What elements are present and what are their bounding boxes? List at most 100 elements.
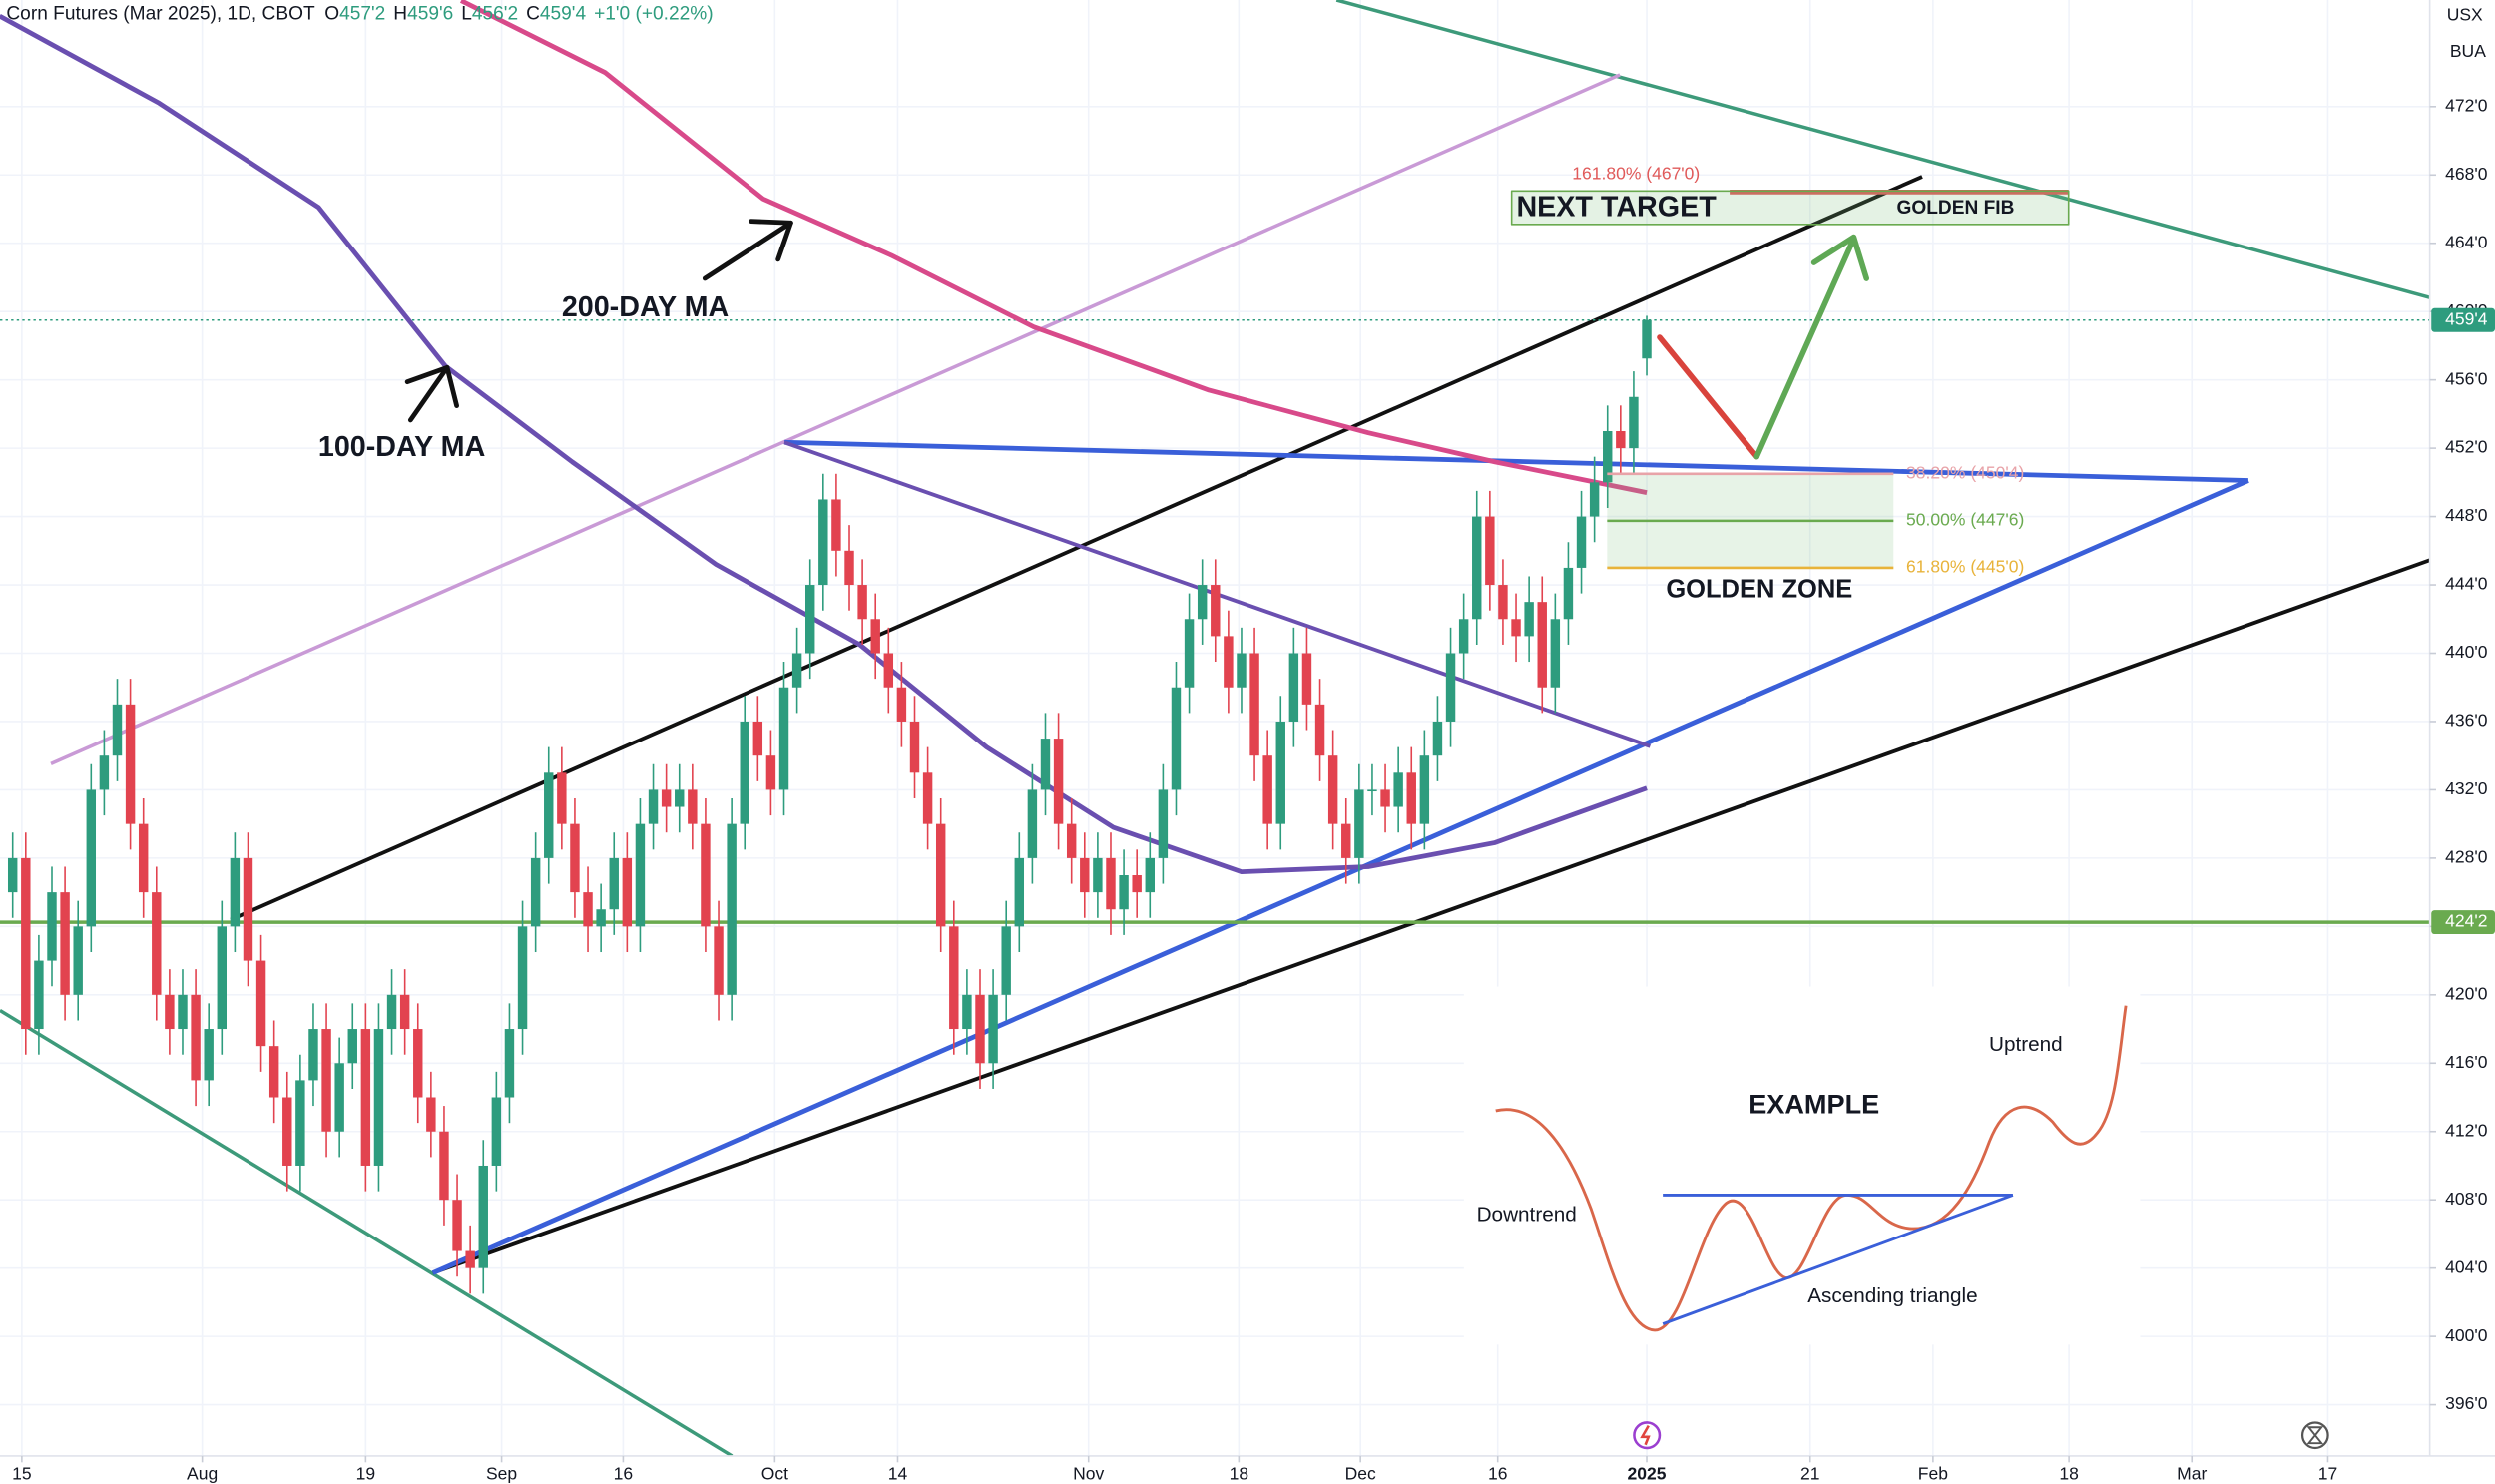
axes: 396'0400'0404'0408'0412'0416'0420'0424'0… (12, 95, 2495, 1484)
trend-line (1335, 0, 2430, 299)
readout-text: 457'2 (339, 3, 385, 24)
candle-body (178, 994, 188, 1030)
candle-body (975, 994, 985, 1064)
candle-body (386, 994, 397, 1030)
price-lines (0, 318, 2430, 924)
annotation: GOLDEN ZONE (1666, 575, 1852, 603)
readout-text: 456'2 (472, 3, 518, 24)
candle-body (949, 926, 959, 1030)
candle-body (1197, 585, 1208, 620)
candle-body (1327, 755, 1338, 824)
candle-body (34, 960, 44, 1030)
candle-body (1498, 585, 1508, 620)
candle-body (791, 653, 802, 688)
y-tick-label: 456'0 (2445, 368, 2488, 388)
header: Corn Futures (Mar 2025), 1D, CBOT O457'2 H… (6, 3, 2486, 61)
candle-body (138, 823, 149, 893)
arrow-head (404, 364, 459, 408)
candle-body (360, 1029, 371, 1166)
x-tick-label: 18 (2059, 1464, 2078, 1484)
candle-body (465, 1250, 475, 1268)
x-tick-label: 17 (2318, 1464, 2337, 1484)
candle-body (1432, 721, 1443, 756)
x-tick-label: 15 (12, 1464, 31, 1484)
candle-body (478, 1165, 488, 1268)
readout-text: 459'4 (540, 3, 587, 24)
candle-body (7, 857, 18, 893)
example-inset: EXAMPLE Uptrend Downtrend Ascending tria… (1463, 986, 2141, 1345)
candle-body (217, 926, 227, 1030)
x-tick-label: 19 (356, 1464, 375, 1484)
candle-body (1314, 704, 1325, 756)
candle-body (1550, 619, 1561, 688)
candle-body (1616, 430, 1626, 449)
candle-body (86, 789, 97, 927)
candle-body (622, 857, 633, 927)
readout-label: C (526, 3, 540, 24)
candle-body (1262, 755, 1272, 824)
candle-body (230, 857, 241, 927)
candle-body (896, 687, 907, 722)
candle-body (922, 772, 933, 824)
candle-body (282, 1097, 292, 1166)
candle-body (1380, 789, 1390, 807)
candle-body (373, 1029, 384, 1166)
candle-body (1106, 857, 1116, 910)
candle-body (883, 653, 894, 688)
candle-body (1171, 687, 1182, 790)
candle-body (701, 823, 711, 927)
candle-body (1419, 755, 1430, 824)
arrow-head (748, 219, 793, 262)
candle-body (1093, 857, 1103, 893)
candle-body (805, 585, 815, 654)
candle-body (1406, 772, 1416, 824)
arrow-head (1810, 234, 1870, 281)
price-label-box (2431, 910, 2495, 935)
x-tick-label: Sep (486, 1464, 517, 1484)
candle-body (1066, 823, 1077, 858)
moving-averages (0, 0, 1648, 875)
target-box (1510, 190, 2070, 226)
candle-body (452, 1200, 462, 1251)
events-icon (1633, 1421, 1662, 1450)
x-tick-label: 18 (1230, 1464, 1248, 1484)
y-tick-label: 436'0 (2445, 711, 2488, 731)
candle-body (1027, 789, 1038, 858)
candle-body (1341, 823, 1351, 858)
candle-body (988, 994, 998, 1064)
projection-arrow (1657, 334, 1759, 460)
candle-body (1145, 857, 1155, 893)
candle-body (243, 857, 253, 961)
y-tick-label: 404'0 (2445, 1256, 2488, 1276)
candle-body (308, 1029, 318, 1081)
candle-body (1211, 585, 1221, 637)
candle-body (347, 1029, 357, 1064)
candle-body (491, 1097, 502, 1166)
y-tick-label: 464'0 (2445, 232, 2488, 251)
candle-body (1629, 396, 1639, 449)
candle-body (1563, 567, 1574, 620)
fib-levels: 161.80% (467'0) 38.20% (450'4) 50.00% (447… (1572, 163, 2069, 577)
annotation: NEXT TARGET (1516, 191, 1717, 223)
candle-body (1132, 875, 1142, 893)
candle-body (439, 1131, 449, 1201)
readout-label: H (393, 3, 407, 24)
candle-body (1249, 653, 1259, 756)
candle-body (1237, 653, 1247, 688)
readout-text: Corn Futures (Mar 2025), 1D, CBOT (6, 3, 315, 24)
candle-body (661, 789, 672, 807)
candle-body (857, 585, 867, 620)
y-tick-label: 400'0 (2445, 1325, 2488, 1345)
triangle-line (431, 478, 2249, 1275)
candle-body (818, 499, 828, 586)
candle-body (504, 1029, 515, 1098)
candle-body (1589, 482, 1600, 517)
channel-line (230, 175, 1923, 922)
x-tick-label: Nov (1073, 1464, 1104, 1484)
candle-body (635, 823, 646, 927)
candle-body (1367, 789, 1377, 792)
annotation: Downtrend (1477, 1204, 1577, 1227)
moving-average (459, 0, 1648, 495)
fib-label: 50.00% (447'6) (1906, 509, 2024, 529)
